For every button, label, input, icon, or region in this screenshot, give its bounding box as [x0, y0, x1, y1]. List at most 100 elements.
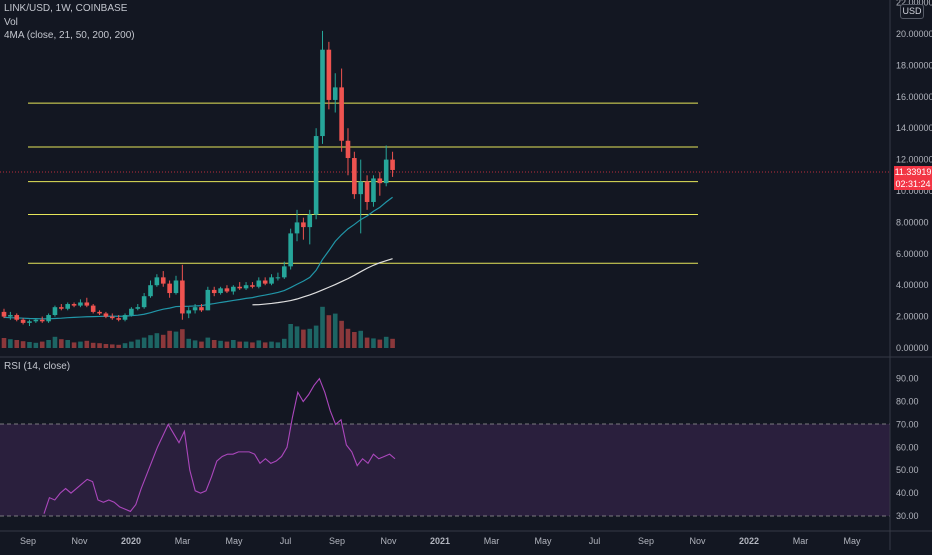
rsi-tick-label: 80.00	[896, 397, 919, 407]
volume-bar	[345, 328, 351, 348]
candle-body	[14, 315, 20, 320]
time-tick-label: Jul	[280, 536, 292, 546]
time-tick-label: 2021	[430, 536, 450, 546]
price-tick-label: 12.00000	[896, 155, 932, 165]
volume-bar	[90, 342, 96, 348]
price-tick-label: 6.00000	[896, 249, 929, 259]
candle-body	[33, 319, 39, 322]
volume-legend[interactable]: Vol	[4, 17, 18, 28]
candle-body	[20, 319, 26, 323]
time-tick-label: Sep	[20, 536, 36, 546]
candle-body	[275, 277, 281, 279]
currency-button[interactable]: USD	[900, 4, 924, 19]
price-tick-label: 4.00000	[896, 280, 929, 290]
candle-body	[129, 308, 134, 316]
candle-body	[192, 307, 198, 311]
candle-body	[288, 233, 293, 267]
volume-bar	[1, 338, 7, 348]
price-tick-label: 16.00000	[896, 92, 932, 102]
candle-body	[205, 289, 211, 311]
candle-body	[8, 315, 13, 317]
time-tick-label: Mar	[793, 536, 809, 546]
candle-body	[27, 321, 32, 323]
volume-bar	[301, 329, 306, 348]
time-tick-label: Nov	[380, 536, 397, 546]
candle-body	[211, 289, 217, 294]
volume-bar	[192, 340, 198, 348]
volume-bar	[288, 324, 293, 348]
volume-bar	[275, 342, 281, 348]
volume-bar	[256, 340, 262, 348]
volume-bar	[46, 340, 51, 348]
rsi-tick-label: 30.00	[896, 511, 919, 521]
candles[interactable]	[1, 30, 395, 327]
volume-bar	[383, 336, 389, 348]
volume-bar	[167, 330, 172, 348]
bar-countdown-badge: 02:31:24	[894, 178, 932, 190]
candle-body	[281, 266, 287, 278]
volume-bar	[8, 339, 13, 348]
candle-body	[59, 307, 64, 309]
price-tick-label: 2.00000	[896, 312, 929, 322]
candle-body	[383, 159, 389, 184]
volume-bar	[20, 341, 26, 348]
volume-bar	[65, 340, 70, 348]
candle-body	[231, 286, 236, 292]
rsi-axis[interactable]: 30.00 40.00 50.00 60.00 70.00 80.00 90.00	[896, 374, 919, 521]
candle-body	[199, 307, 204, 311]
price-axis[interactable]: 0.00000 2.00000 4.00000 6.00000 8.00000 10.00…	[896, 0, 932, 353]
volume-bars	[1, 306, 395, 348]
candle-body	[390, 159, 395, 170]
volume-bar	[243, 341, 249, 348]
time-axis[interactable]: Sep Nov 2020 Mar May Jul Sep Nov 2021 Mar May Jul Se…	[20, 536, 861, 546]
ma-legend[interactable]: 4MA (close, 21, 50, 200, 200)	[4, 30, 135, 41]
ma-title: 4MA (close, 21, 50, 200, 200)	[4, 30, 135, 41]
rsi-tick-label: 40.00	[896, 488, 919, 498]
volume-bar	[211, 340, 217, 348]
volume-bar	[71, 342, 77, 348]
candle-body	[307, 214, 313, 228]
volume-bar	[294, 326, 300, 348]
volume-bar	[33, 342, 39, 348]
volume-bar	[218, 340, 223, 348]
candle-body	[320, 49, 325, 137]
candle-body	[294, 222, 300, 234]
volume-bar	[39, 341, 45, 348]
price-tick-label: 14.00000	[896, 123, 932, 133]
candle-body	[154, 277, 160, 286]
price-tick-label: 8.00000	[896, 217, 929, 227]
volume-bar	[313, 325, 319, 348]
candle-body	[122, 315, 128, 320]
candle-body	[256, 280, 262, 287]
horizontal-levels[interactable]	[28, 102, 698, 264]
rsi-band	[0, 424, 890, 516]
volume-bar	[14, 340, 20, 348]
volume-bar	[224, 341, 230, 348]
candle-body	[97, 311, 102, 314]
rsi-legend[interactable]: RSI (14, close)	[4, 361, 70, 372]
candle-body	[237, 286, 242, 289]
candle-body	[71, 304, 77, 306]
candle-body	[313, 136, 319, 215]
candle-body	[46, 315, 51, 322]
candle-body	[364, 181, 370, 202]
candle-body	[218, 288, 223, 294]
moving-averages	[3, 196, 393, 320]
volume-title: Vol	[4, 17, 18, 28]
candle-body	[352, 158, 357, 195]
candle-body	[180, 280, 185, 314]
candle-body	[90, 305, 96, 312]
candle-body	[269, 277, 274, 284]
rsi-series	[43, 377, 396, 514]
rsi-tick-label: 60.00	[896, 442, 919, 452]
volume-bar	[27, 342, 32, 348]
volume-bar	[97, 343, 102, 348]
volume-bar	[122, 343, 128, 348]
candle-body	[1, 311, 7, 317]
symbol-legend[interactable]: LINK/USD, 1W, COINBASE	[4, 3, 127, 14]
price-tick-label: 0.00000	[896, 343, 929, 353]
volume-bar	[129, 341, 134, 348]
volume-bar	[199, 341, 204, 348]
